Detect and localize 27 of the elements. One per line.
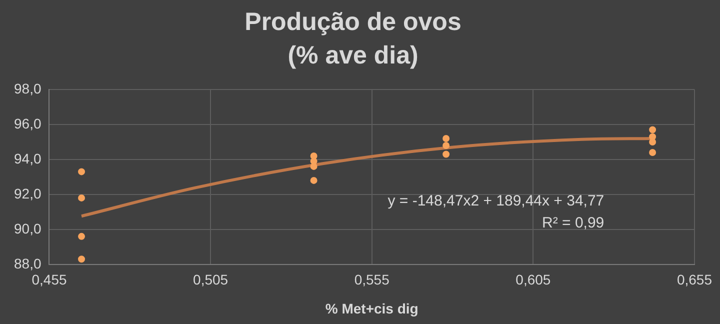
annotation: y = -148,47x2 + 189,44x + 34,77 — [388, 192, 604, 210]
chart-title: Produção de ovos (% ave dia) — [244, 8, 462, 70]
x-tick-label: 0,655 — [676, 272, 712, 288]
point — [649, 138, 656, 146]
point — [442, 142, 450, 149]
x-tick-label: 0,505 — [193, 272, 228, 288]
point — [310, 162, 318, 170]
point — [442, 134, 450, 142]
point — [649, 126, 656, 134]
point — [78, 232, 86, 240]
point — [310, 176, 318, 184]
y-tick-label: 96,0 — [14, 115, 42, 132]
x-tick-label: 0,555 — [354, 272, 390, 288]
y-tick-label: 88,0 — [14, 255, 42, 272]
y-tick-label: 98,0 — [14, 80, 42, 96]
y-tick-label: 90,0 — [14, 220, 42, 236]
point — [78, 168, 86, 176]
point — [442, 150, 450, 158]
y-tick-label: 92,0 — [14, 185, 42, 202]
point — [78, 256, 86, 263]
x-tick-label: 0,605 — [516, 272, 551, 288]
point — [649, 148, 656, 156]
point — [78, 194, 86, 202]
x-tick-label: 0,455 — [32, 272, 67, 288]
x-axis-title: % Met+cis dig — [325, 300, 418, 316]
y-tick-label: 94,0 — [14, 150, 42, 166]
annotation: R² = 0,99 — [542, 214, 604, 232]
